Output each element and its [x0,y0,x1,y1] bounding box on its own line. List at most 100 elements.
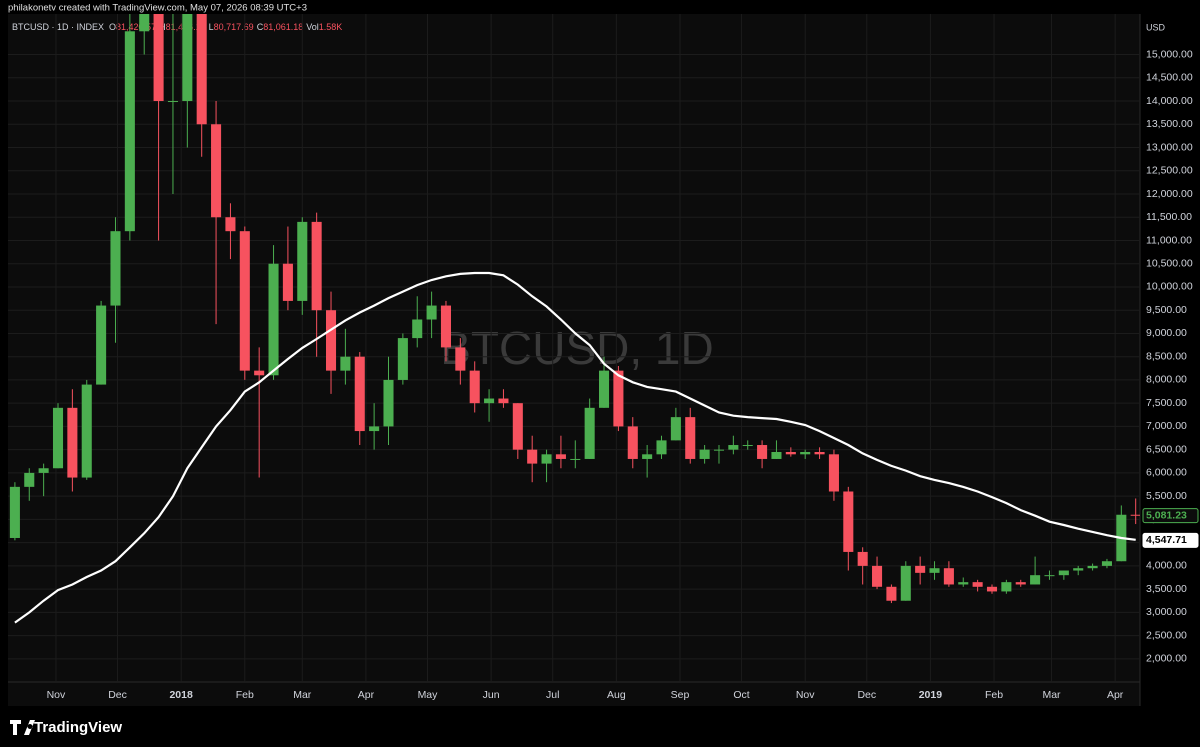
y-tick-label: 13,500.00 [1146,118,1193,130]
candle-body [742,445,753,447]
y-tick-label: 3,000.00 [1146,606,1187,618]
y-tick-label: 4,000.00 [1146,560,1187,572]
y-tick-label: 6,000.00 [1146,467,1187,479]
candle-body [498,398,509,404]
candle-body [570,458,581,460]
candle-body [843,491,854,552]
candle-body [469,370,480,404]
currency-label: USD [1146,22,1166,32]
candle-body [139,14,150,32]
watermark: BTCUSD, 1D [440,322,713,374]
candle-body [110,231,121,306]
legend-value: 81,420.57 [116,22,156,32]
x-tick-label: Feb [985,689,1003,701]
y-tick-label: 9,000.00 [1146,327,1187,339]
price-label-box [1142,532,1199,548]
x-tick-label: Aug [607,689,626,701]
y-tick-label: 10,500.00 [1146,258,1193,270]
x-tick-label: Sep [671,689,690,701]
candle-body [397,338,408,380]
candle-body [1044,575,1055,577]
candle-body [9,486,20,538]
candle-body [828,454,839,492]
candle-body [412,319,423,339]
y-tick-label: 9,500.00 [1146,304,1187,316]
y-tick-label: 13,000.00 [1146,141,1193,153]
y-tick-label: 10,000.00 [1146,281,1193,293]
candle-body [325,310,337,371]
candle-body [426,305,437,320]
x-tick-label: Dec [108,689,127,701]
brand: TradingView [34,719,122,736]
candle-body [1130,514,1140,516]
legend-value: 80,717.69 [214,22,254,32]
candle-body [900,565,911,601]
candle-body [685,417,696,459]
x-tick-label: 2018 [169,689,193,701]
y-tick-label: 3,500.00 [1146,583,1187,595]
x-tick-label: Mar [1042,689,1061,701]
candle-body [670,417,681,441]
candle-body [814,451,825,455]
y-tick-label: 11,500.00 [1146,211,1192,223]
legend-key: O [109,22,116,32]
candle-body [282,263,293,301]
candle-body [512,403,523,450]
y-tick-label: 7,500.00 [1146,397,1187,409]
plot-area [8,14,1140,706]
candle-body [81,384,92,478]
price-label: 5,081.23 [1146,509,1187,521]
y-tick-label: 2,500.00 [1146,629,1187,641]
candle-body [613,370,624,427]
candle-body [555,454,566,459]
candle-body [96,305,107,385]
candle-body [972,582,983,587]
candle-body [599,370,610,408]
candle-body [958,582,969,585]
candle-body [211,124,222,218]
candle-body [986,586,998,592]
candle-body [857,551,868,566]
candle-body [915,565,926,573]
candle-body [943,568,954,585]
candle-body [354,356,365,432]
candle-body [311,221,322,311]
candle-body [713,449,725,451]
x-tick-label: Nov [796,689,815,701]
candle-body [656,440,667,455]
y-tick-label: 5,500.00 [1146,490,1187,502]
candle-body [800,451,811,455]
candle-body [340,356,351,371]
candle-body [225,217,236,232]
candle-body [38,468,49,473]
candle-body [584,407,595,459]
candle-body [699,449,710,459]
candle-body [167,101,178,103]
y-tick-label: 7,000.00 [1146,420,1187,432]
candle-body [1073,568,1084,571]
legend-value: 81,061.18 [263,22,303,32]
candle-body [1015,582,1026,585]
candle-body [1058,570,1069,576]
moving-average [14,271,1136,624]
candle-body [369,426,380,432]
legend-value: 1.58K [319,22,343,32]
candle-body [627,426,638,459]
legend: BTCUSD · 1D · INDEXO81,420.57H81,456.10L… [12,22,342,32]
chart-layer: BTCUSD · 1D · INDEXO81,420.57H81,456.10L… [8,14,1199,701]
candle-body [239,231,250,371]
footer-logo: TradingView [10,719,122,736]
y-tick-label: 15,000.00 [1146,48,1193,60]
y-tick-label: 14,000.00 [1146,95,1193,107]
y-tick-label: 8,500.00 [1146,350,1187,362]
candle-body [929,568,940,573]
candle-body [24,472,35,487]
candle-body [771,451,782,459]
y-tick-label: 8,000.00 [1146,374,1187,386]
legend-key: Vol [306,22,319,32]
candle-body [728,445,739,450]
candle-body [153,14,164,102]
candle-body [1001,582,1012,592]
x-tick-label: Nov [47,689,66,701]
x-tick-label: Apr [358,689,375,701]
